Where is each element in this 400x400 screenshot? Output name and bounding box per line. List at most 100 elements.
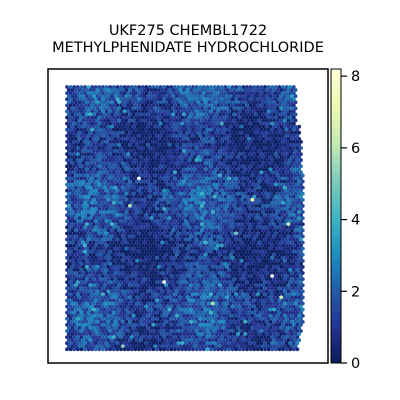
spot bbox=[245, 201, 249, 205]
spot bbox=[111, 231, 116, 236]
spot bbox=[286, 161, 291, 166]
spot bbox=[70, 258, 75, 263]
spot bbox=[97, 182, 102, 187]
spot bbox=[119, 121, 123, 126]
spot bbox=[250, 118, 255, 123]
spot bbox=[90, 237, 95, 242]
spot bbox=[254, 204, 258, 208]
spot bbox=[119, 133, 123, 138]
spot bbox=[268, 124, 273, 129]
spot bbox=[131, 271, 136, 275]
spot bbox=[180, 225, 185, 230]
spot bbox=[281, 262, 285, 266]
spot bbox=[129, 133, 134, 138]
spot bbox=[115, 219, 120, 224]
spot bbox=[218, 228, 222, 233]
spot bbox=[147, 262, 152, 266]
spot bbox=[81, 179, 86, 184]
spot bbox=[97, 115, 102, 120]
spot bbox=[99, 246, 104, 251]
spot bbox=[84, 106, 89, 111]
spot bbox=[182, 155, 186, 160]
spot bbox=[284, 243, 289, 248]
spot bbox=[65, 268, 69, 272]
spot bbox=[173, 225, 177, 230]
spot bbox=[212, 268, 217, 272]
spot bbox=[92, 271, 96, 275]
spot bbox=[171, 88, 176, 92]
spot bbox=[108, 152, 113, 157]
spot bbox=[173, 170, 177, 175]
spot bbox=[230, 286, 235, 291]
spot bbox=[218, 112, 222, 117]
spot bbox=[273, 280, 278, 285]
spot bbox=[137, 231, 141, 236]
spot bbox=[266, 207, 271, 211]
spot bbox=[97, 255, 102, 260]
spot bbox=[173, 219, 177, 224]
spot bbox=[207, 216, 212, 221]
spot bbox=[153, 94, 158, 99]
spot bbox=[200, 210, 204, 214]
spot bbox=[191, 115, 195, 120]
spot bbox=[189, 228, 194, 233]
spot bbox=[203, 155, 208, 160]
spot bbox=[120, 265, 125, 269]
spot bbox=[232, 112, 237, 117]
spot bbox=[95, 136, 100, 141]
spot bbox=[144, 91, 149, 95]
spot bbox=[273, 140, 278, 144]
spot bbox=[189, 204, 194, 208]
spot bbox=[268, 130, 273, 135]
spot bbox=[135, 283, 140, 288]
spot bbox=[272, 136, 276, 141]
spot bbox=[165, 146, 170, 150]
spot bbox=[212, 249, 217, 254]
spot bbox=[261, 240, 266, 245]
spot bbox=[138, 277, 143, 282]
spot bbox=[113, 204, 118, 208]
spot bbox=[180, 146, 185, 150]
spot bbox=[272, 130, 276, 135]
spot bbox=[284, 255, 289, 260]
spot bbox=[275, 191, 280, 196]
spot bbox=[281, 121, 285, 126]
spot bbox=[203, 136, 208, 141]
spot bbox=[120, 228, 125, 233]
spot bbox=[290, 191, 294, 196]
spot bbox=[182, 161, 186, 166]
spot bbox=[167, 173, 172, 178]
spot bbox=[182, 252, 186, 257]
spot bbox=[90, 182, 95, 187]
spot bbox=[126, 231, 131, 236]
spot bbox=[263, 243, 267, 248]
spot bbox=[219, 140, 224, 144]
spot bbox=[192, 283, 197, 288]
spot bbox=[198, 225, 203, 230]
spot bbox=[221, 191, 226, 196]
spot bbox=[99, 179, 104, 184]
spot bbox=[209, 207, 213, 211]
spot bbox=[183, 121, 188, 126]
spot bbox=[155, 164, 159, 169]
spot bbox=[176, 109, 181, 114]
spot bbox=[135, 112, 140, 117]
spot bbox=[158, 286, 163, 291]
spot bbox=[147, 97, 152, 102]
spot bbox=[210, 106, 215, 111]
spot bbox=[133, 249, 138, 254]
spot bbox=[176, 231, 181, 236]
spot bbox=[210, 191, 215, 196]
spot bbox=[164, 197, 168, 202]
spot bbox=[293, 143, 298, 147]
spot bbox=[83, 207, 87, 211]
spot bbox=[164, 228, 168, 233]
spot bbox=[270, 85, 275, 89]
spot bbox=[239, 185, 244, 190]
spot bbox=[88, 216, 93, 221]
spot bbox=[254, 283, 258, 288]
spot bbox=[146, 185, 150, 190]
spot bbox=[119, 201, 123, 205]
spot bbox=[102, 167, 107, 172]
spot bbox=[83, 146, 87, 150]
